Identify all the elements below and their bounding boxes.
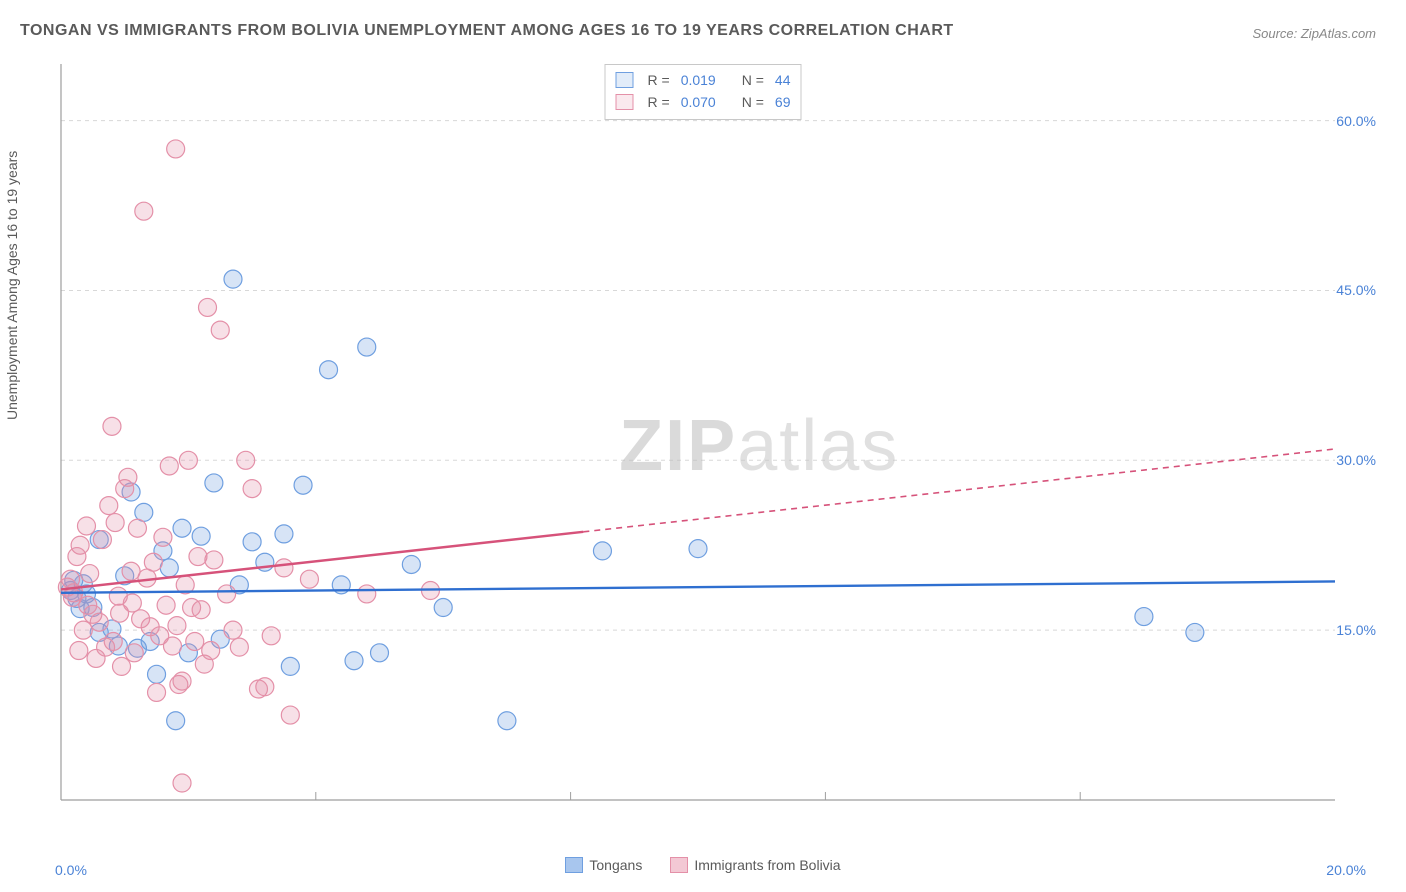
legend-item: Tongans bbox=[565, 857, 642, 873]
y-tick-label: 15.0% bbox=[1336, 622, 1376, 638]
y-tick-label: 45.0% bbox=[1336, 282, 1376, 298]
correlation-legend: R = 0.019 N = 44 R = 0.070 N = 69 bbox=[605, 64, 802, 120]
legend-n-value: 69 bbox=[775, 94, 791, 110]
chart-svg bbox=[55, 58, 1375, 828]
legend-r-value: 0.019 bbox=[681, 72, 716, 88]
legend-row: R = 0.019 N = 44 bbox=[616, 69, 791, 91]
chart-area bbox=[55, 58, 1375, 828]
legend-swatch bbox=[616, 72, 634, 88]
legend-n-label: N = bbox=[742, 94, 764, 110]
legend-r-label: R = bbox=[648, 94, 670, 110]
legend-r-label: R = bbox=[648, 72, 670, 88]
legend-swatch bbox=[616, 94, 634, 110]
legend-item-label: Immigrants from Bolivia bbox=[694, 857, 840, 873]
y-axis-label: Unemployment Among Ages 16 to 19 years bbox=[4, 151, 20, 420]
bottom-legend: Tongans Immigrants from Bolivia bbox=[0, 857, 1406, 878]
legend-swatch bbox=[670, 857, 688, 873]
y-tick-label: 60.0% bbox=[1336, 113, 1376, 129]
legend-n-value: 44 bbox=[775, 72, 791, 88]
legend-item-label: Tongans bbox=[589, 857, 642, 873]
legend-r-value: 0.070 bbox=[681, 94, 716, 110]
legend-row: R = 0.070 N = 69 bbox=[616, 91, 791, 113]
legend-n-label: N = bbox=[742, 72, 764, 88]
legend-swatch bbox=[565, 857, 583, 873]
source-label: Source: ZipAtlas.com bbox=[1252, 26, 1376, 41]
chart-title: TONGAN VS IMMIGRANTS FROM BOLIVIA UNEMPL… bbox=[20, 22, 954, 40]
legend-item: Immigrants from Bolivia bbox=[670, 857, 840, 873]
y-tick-label: 30.0% bbox=[1336, 452, 1376, 468]
